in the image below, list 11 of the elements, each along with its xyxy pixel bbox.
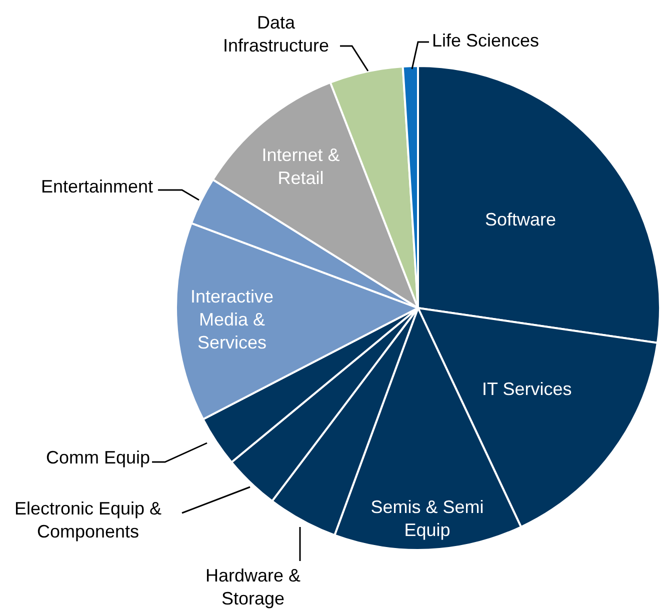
- slice-label: IT Services: [482, 378, 572, 399]
- slice-label: Life Sciences: [432, 30, 540, 50]
- slice-label: Interactive Media & Services: [190, 286, 274, 352]
- slice-label: Entertainment: [40, 176, 153, 196]
- slice-label: Hardware & Storage: [205, 565, 301, 608]
- slice-label: Internet & Retail: [262, 145, 340, 188]
- slice-label: Software: [484, 210, 556, 230]
- slice-label: Data Infrastructure: [222, 12, 330, 56]
- slice-label: Semis & Semi Equip: [370, 497, 484, 540]
- slice-label: Comm Equip: [46, 447, 150, 468]
- slice-label: Electronic Equip & Components: [14, 498, 162, 542]
